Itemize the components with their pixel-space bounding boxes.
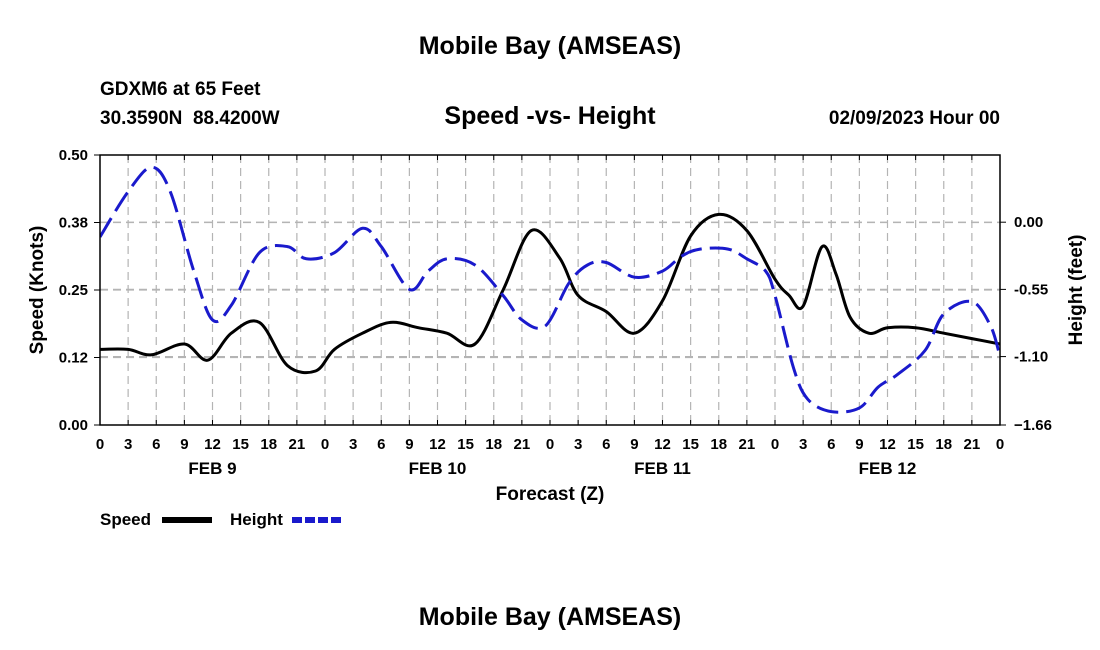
- legend-height-label: Height: [230, 510, 283, 529]
- x-tick-label: 3: [574, 436, 582, 453]
- x-tick-label: 6: [602, 436, 610, 453]
- page-title: Mobile Bay (AMSEAS): [419, 32, 682, 60]
- x-tick-label: 21: [289, 436, 306, 453]
- x-tick-label: 9: [405, 436, 413, 453]
- x-tick-label: 3: [349, 436, 357, 453]
- x-tick-label: 12: [204, 436, 221, 453]
- x-tick-label: 15: [232, 436, 249, 453]
- y2-tick-label: -0.55: [1014, 281, 1048, 298]
- x-tick-label: 9: [630, 436, 638, 453]
- x-tick-label: 21: [964, 436, 981, 453]
- station-coords: 30.3590N 88.4200W: [100, 108, 280, 129]
- y-axis-label: Speed (Knots): [27, 226, 48, 355]
- y-tick-label: 0.50: [59, 147, 88, 164]
- y2-axis-label: Height (feet): [1066, 235, 1087, 346]
- x-tick-label: 0: [96, 436, 104, 453]
- x-axis-label: Forecast (Z): [496, 484, 605, 505]
- y-tick-label: 0.38: [59, 215, 88, 232]
- x-tick-label: 9: [180, 436, 188, 453]
- x-tick-label: 15: [907, 436, 924, 453]
- y-tick-label: 0.12: [59, 350, 88, 367]
- legend-speed-label: Speed: [100, 510, 151, 529]
- chart-title: Speed -vs- Height: [444, 102, 656, 130]
- day-label: FEB 11: [634, 459, 691, 478]
- x-tick-label: 0: [996, 436, 1004, 453]
- x-tick-label: 18: [710, 436, 727, 453]
- plot-frame: [99, 154, 1001, 426]
- axis-ticks: 0 3 6 9 12 15 18 21 0 3 6 9 12 15 18 21 0 3 6 9 12 15 18 21 0 3 6 9…: [59, 147, 1052, 478]
- forecast-date: 02/09/2023 Hour 00: [829, 108, 1000, 129]
- x-tick-label: 21: [739, 436, 756, 453]
- x-tick-label: 15: [457, 436, 474, 453]
- x-tick-label: 12: [654, 436, 671, 453]
- height-series-line: [100, 165, 1000, 414]
- y2-tick-label: −1.66: [1014, 417, 1052, 434]
- y2-tick-label: 0.00: [1014, 214, 1043, 231]
- series-layer: [100, 165, 1000, 414]
- x-tick-label: 12: [429, 436, 446, 453]
- grid-lines: [100, 155, 1000, 425]
- x-tick-label: 3: [124, 436, 132, 453]
- y-tick-label: 0.25: [59, 282, 88, 299]
- x-tick-label: 0: [321, 436, 329, 453]
- x-tick-label: 18: [485, 436, 502, 453]
- x-tick-label: 9: [855, 436, 863, 453]
- x-tick-label: 0: [546, 436, 554, 453]
- x-tick-label: 18: [935, 436, 952, 453]
- x-tick-label: 0: [771, 436, 779, 453]
- x-tick-label: 15: [682, 436, 699, 453]
- day-label: FEB 9: [188, 459, 236, 478]
- x-tick-label: 3: [799, 436, 807, 453]
- x-tick-label: 6: [827, 436, 835, 453]
- x-tick-label: 21: [514, 436, 531, 453]
- speed-series-line: [100, 212, 1000, 375]
- x-tick-label: 18: [260, 436, 277, 453]
- footer-title: Mobile Bay (AMSEAS): [419, 603, 682, 631]
- y-tick-label: 0.00: [59, 417, 88, 434]
- x-tick-label: 12: [879, 436, 896, 453]
- y2-tick-label: -1.10: [1014, 349, 1048, 366]
- day-label: FEB 12: [859, 459, 917, 478]
- station-name: GDXM6 at 65 Feet: [100, 79, 261, 100]
- day-label: FEB 10: [409, 459, 467, 478]
- x-tick-label: 6: [152, 436, 160, 453]
- x-tick-label: 6: [377, 436, 385, 453]
